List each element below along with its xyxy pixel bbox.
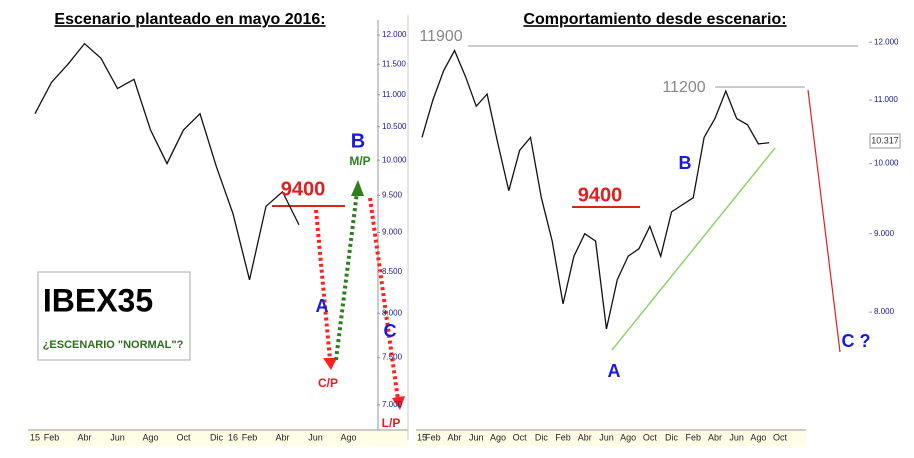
x-tick-label: Feb — [685, 432, 701, 442]
x-tick-label: Ago — [750, 432, 766, 442]
y-tick-label: 8.500 — [382, 267, 403, 276]
y-tick-label: 10.000 — [874, 159, 899, 168]
projection-line — [807, 89, 841, 353]
y-tick-label: 7.500 — [382, 353, 403, 362]
annotation: B — [351, 130, 365, 152]
y-tick-label: 9.000 — [382, 228, 403, 237]
annotation: C — [384, 321, 397, 341]
x-tick-label: Feb — [44, 432, 60, 442]
x-tick-label: Abr — [77, 432, 91, 442]
x-tick-label: 15 — [30, 432, 40, 442]
x-tick-label: Dic — [665, 432, 678, 442]
annotation: A — [608, 361, 621, 381]
annotation: 10.317 — [871, 135, 899, 145]
y-tick-label: 9.500 — [382, 190, 403, 199]
x-tick-label: Abr — [275, 432, 289, 442]
annotation: B — [679, 153, 692, 173]
x-tick-label: Jun — [729, 432, 744, 442]
x-tick-label: 15 — [417, 432, 427, 442]
x-tick-label: 16 — [228, 432, 238, 442]
y-tick-label: 8.000 — [874, 307, 895, 316]
trend-line — [611, 147, 776, 351]
x-tick-label: Feb — [242, 432, 258, 442]
annotation: 11200 — [662, 79, 705, 96]
chart-title: Comportamiento desde escenario: — [523, 11, 786, 28]
x-tick-label: Jun — [469, 432, 484, 442]
arrowhead — [392, 396, 405, 410]
x-tick-label: Feb — [555, 432, 571, 442]
y-tick-label: 12.000 — [382, 30, 407, 39]
price-tag — [869, 133, 901, 149]
x-tick-label: Jun — [599, 432, 614, 442]
arrow-b — [334, 191, 359, 361]
arrowhead — [323, 358, 337, 370]
chart-title: Escenario planteado en mayo 2016: — [54, 11, 325, 28]
ibex-box — [37, 271, 191, 361]
annotation: 11900 — [419, 28, 462, 45]
annotation: M/P — [349, 154, 370, 168]
y-tick-label: 11.500 — [382, 59, 406, 68]
x-tick-label: Oct — [513, 432, 528, 442]
arrowhead — [351, 180, 364, 196]
price-line — [34, 42, 300, 281]
x-axis-band — [28, 430, 408, 446]
annotation: 9400 — [578, 184, 623, 206]
x-tick-label: Jun — [308, 432, 323, 442]
x-tick-label: Ago — [340, 432, 356, 442]
annotation: L/P — [382, 416, 401, 430]
y-tick-label: 10.500 — [382, 122, 407, 131]
x-tick-label: Abr — [448, 432, 462, 442]
y-tick-label: 9.000 — [874, 229, 895, 238]
x-tick-label: Oct — [176, 432, 191, 442]
x-tick-label: Feb — [425, 432, 441, 442]
arrow-c — [368, 197, 400, 401]
annotation: C/P — [318, 376, 338, 390]
y-tick-label: 12.000 — [874, 37, 899, 46]
x-tick-label: Dic — [210, 432, 223, 442]
x-tick-label: Jun — [110, 432, 125, 442]
annotation: C ? — [842, 331, 871, 351]
annotation: ¿ESCENARIO "NORMAL"? — [43, 339, 184, 351]
y-tick-label: 8.000 — [382, 308, 403, 317]
price-line — [421, 49, 770, 330]
x-tick-label: Oct — [643, 432, 658, 442]
annotation: 9400 — [281, 178, 326, 200]
x-tick-label: Dic — [535, 432, 548, 442]
x-tick-label: Oct — [773, 432, 788, 442]
x-tick-label: Ago — [142, 432, 158, 442]
x-tick-label: Ago — [490, 432, 506, 442]
y-tick-label: 7.000 — [382, 400, 403, 409]
arrow-a — [314, 209, 332, 361]
y-tick-label: 11.000 — [874, 95, 898, 104]
y-tick-label: 11.000 — [382, 90, 406, 99]
annotation: IBEX35 — [43, 282, 153, 318]
x-tick-label: Abr — [578, 432, 592, 442]
x-axis-band — [416, 430, 806, 446]
annotation: A — [316, 296, 329, 316]
y-tick-label: 10.000 — [382, 155, 407, 164]
x-tick-label: Abr — [708, 432, 722, 442]
x-tick-label: Ago — [620, 432, 636, 442]
